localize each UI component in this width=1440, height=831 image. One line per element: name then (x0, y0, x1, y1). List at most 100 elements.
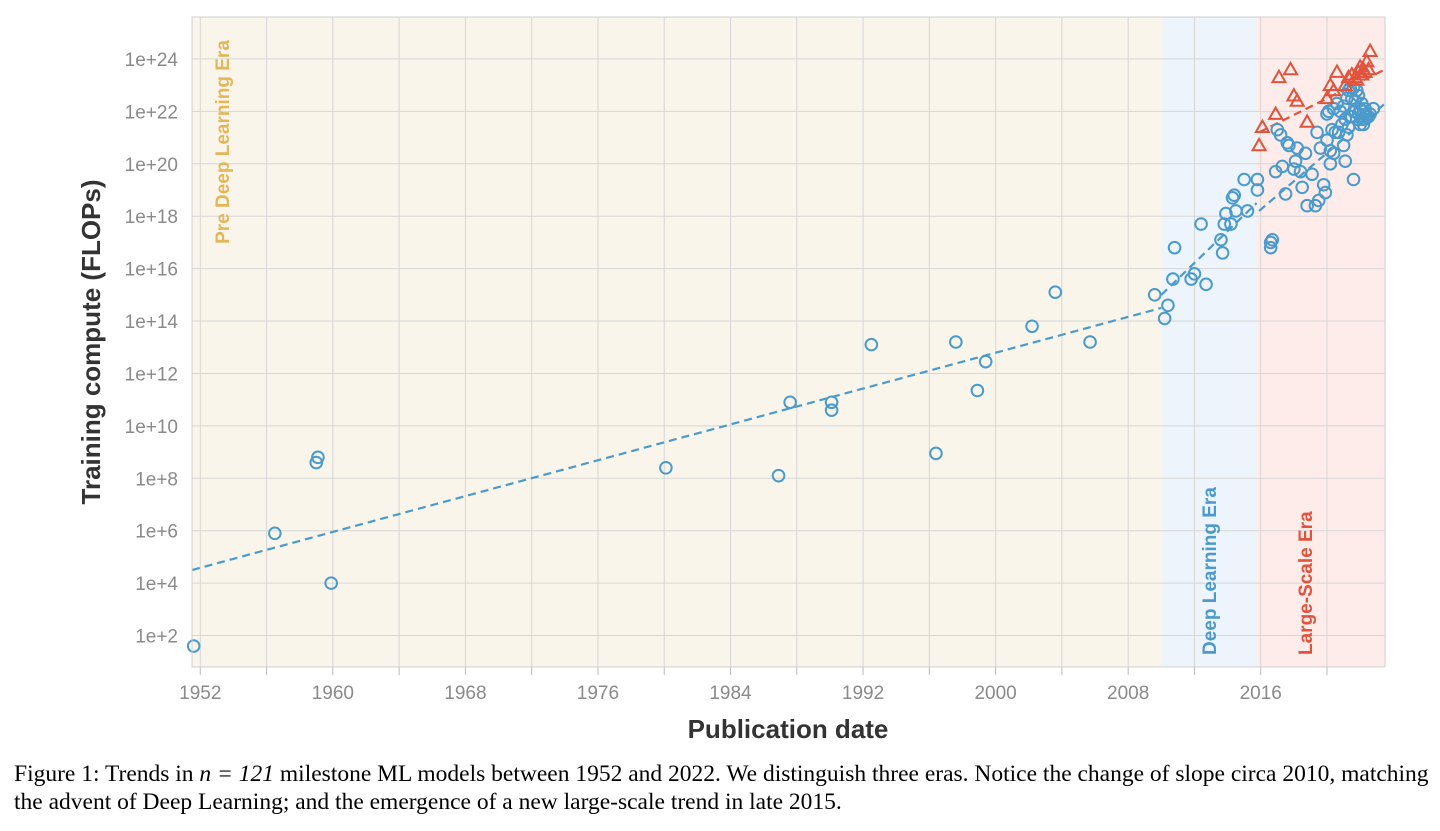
data-point-triangle (1270, 68, 1288, 84)
tick-labels: 1952 1960 1968 1976 1984 1992 2000 2008 2016 1e+2… (125, 50, 1328, 704)
data-point-circle (1282, 138, 1296, 153)
x-tick-label: 2000 (974, 683, 1016, 704)
caption-math: n = 121 (199, 761, 275, 787)
data-point-circle (949, 335, 963, 349)
data-point-circle (1167, 240, 1182, 255)
data-point-circle (1147, 288, 1162, 302)
data-point-circle (1311, 193, 1326, 208)
grid (192, 17, 1385, 667)
plot-frame (191, 16, 1386, 668)
data-point-circle (1048, 285, 1063, 300)
data-point-circle (1326, 146, 1341, 161)
data-point-triangle (1360, 60, 1377, 76)
x-tick-label: 1960 (312, 683, 354, 704)
data-point-triangle (1298, 113, 1316, 128)
data-point-circle (1295, 180, 1309, 195)
data-point-circle (1288, 154, 1303, 168)
data-point-triangle (1361, 42, 1379, 57)
x-tick-label: 1976 (577, 683, 619, 704)
y-tick-label: 1e+20 (125, 155, 178, 176)
x-tick-label: 2008 (1107, 683, 1149, 704)
data-point-circle (1083, 335, 1097, 349)
data-point-circle (1250, 183, 1265, 197)
caption-prefix: Figure 1: Trends in (14, 761, 200, 787)
data-point-circle (1240, 204, 1255, 218)
data-point-circle (1227, 188, 1242, 203)
data-point-circle (1025, 319, 1039, 334)
x-tick-label: 1968 (444, 683, 486, 704)
data-point-circle (978, 354, 993, 369)
data-point-circle (1187, 267, 1202, 281)
data-point-triangle (1356, 63, 1374, 78)
y-tick-label: 1e+24 (125, 50, 179, 71)
data-point-circle (659, 461, 673, 475)
data-point-circle (1287, 162, 1301, 176)
data-point-triangle (1318, 89, 1336, 105)
data-point-circle (1300, 198, 1314, 213)
x-tick-label: 1992 (842, 683, 884, 704)
data-point-circle (1278, 187, 1293, 201)
era-label-1: Deep Learning Era (1200, 487, 1221, 655)
x-tick-label: 1984 (709, 683, 752, 704)
trend-line-0 (191, 306, 1162, 572)
data-point-circle (1157, 311, 1172, 326)
x-tick-label: 2016 (1240, 683, 1282, 704)
data-point-circle (783, 395, 797, 410)
y-tick-label: 1e+22 (125, 102, 178, 123)
data-point-circle (771, 468, 786, 483)
data-point-circle (824, 403, 839, 417)
data-point-circle (1336, 99, 1351, 113)
y-tick-label: 1e+16 (125, 260, 178, 281)
data-point-circle (1310, 125, 1324, 140)
data-point-triangle (1343, 66, 1361, 81)
figure-caption: Figure 1: Trends in n = 121 milestone ML… (14, 760, 1434, 816)
data-point-circle (1199, 277, 1213, 292)
data-point-circle (824, 395, 839, 410)
data-point-circle (1318, 185, 1333, 200)
data-point-circle (1346, 172, 1361, 187)
data-point-circle (1161, 298, 1175, 313)
trend-line-1 (1160, 202, 1258, 296)
data-point-circle (1340, 128, 1354, 142)
data-point-circle (1305, 167, 1319, 182)
data-point-circle (1237, 172, 1251, 187)
data-point-circle (1273, 128, 1288, 142)
data-points (186, 42, 1381, 653)
x-tick-label: 1952 (179, 683, 221, 704)
data-point-circle (268, 526, 282, 541)
data-point-circle (970, 383, 985, 398)
data-point-circle (1366, 101, 1381, 116)
era-labels: Pre Deep Learning Era Deep Learning Era La… (213, 40, 1317, 655)
data-point-triangle (1282, 60, 1299, 76)
compute-trends-chart: Pre Deep Learning Era Deep Learning Era La… (76, 16, 1386, 744)
era-label-0: Pre Deep Learning Era (213, 40, 234, 244)
y-tick-label: 1e+12 (125, 364, 178, 385)
data-point-circle (186, 639, 201, 653)
era-background-0 (192, 17, 1162, 667)
data-point-circle (1265, 232, 1280, 247)
y-tick-label: 1e+8 (135, 469, 178, 490)
y-tick-label: 1e+2 (135, 627, 178, 648)
x-axis-title: Publication date (688, 714, 889, 744)
data-point-circle (1298, 146, 1313, 161)
data-point-circle (1215, 246, 1230, 260)
data-point-circle (1351, 88, 1366, 103)
data-point-circle (1194, 217, 1208, 231)
data-point-triangle (1337, 76, 1354, 92)
data-point-circle (1224, 217, 1238, 231)
data-point-triangle (1250, 136, 1268, 152)
y-tick-label: 1e+4 (135, 574, 178, 595)
era-background-1 (1161, 17, 1257, 667)
data-point-circle (1263, 240, 1278, 255)
y-tick-label: 1e+6 (135, 522, 178, 543)
era-backgrounds (192, 17, 1385, 667)
data-point-circle (1166, 272, 1180, 286)
data-point-circle (324, 576, 338, 590)
data-point-circle (1323, 143, 1338, 158)
era-label-2: Large-Scale Era (1296, 511, 1317, 655)
data-point-circle (1214, 232, 1228, 247)
data-point-circle (864, 337, 879, 352)
data-point-triangle (1325, 81, 1342, 97)
data-point-circle (1338, 154, 1353, 168)
y-tick-label: 1e+14 (125, 312, 179, 333)
